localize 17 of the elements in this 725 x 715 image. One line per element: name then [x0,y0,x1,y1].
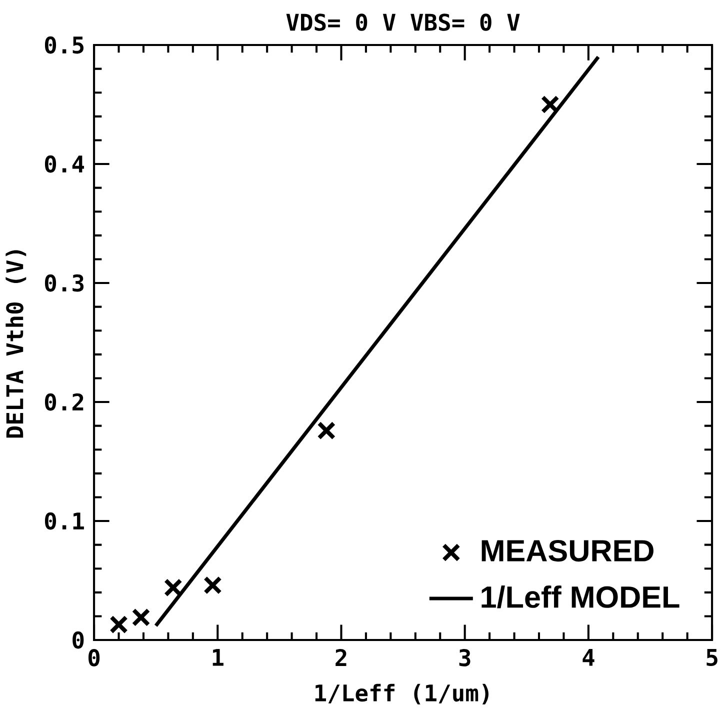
y-tick-label: 0.4 [44,155,84,173]
y-tick-label: 0.1 [44,512,84,530]
y-tick-label: 0.2 [44,393,84,411]
y-tick-label: 0 [72,631,84,649]
x-tick-label: 3 [459,649,470,666]
x-tick-label: 0 [88,649,100,666]
x-tick-label: 4 [582,649,594,666]
y-tick-label: 0.5 [44,36,84,54]
x-tick-label: 2 [336,649,346,666]
y-tick-label: 0.3 [44,274,84,292]
legend-label: MEASURED [482,540,654,562]
x-tick-label: 1 [212,649,224,666]
x-axis-title: 1/Leff (1/um) [315,684,488,704]
x-tick-label: 5 [706,649,718,666]
chart-title: VDS= 0 V VBS= 0 V [286,14,520,31]
y-axis-title: DELTA Vth0 (V) [6,250,26,438]
legend-label: 1/Leff MODEL [482,586,680,608]
